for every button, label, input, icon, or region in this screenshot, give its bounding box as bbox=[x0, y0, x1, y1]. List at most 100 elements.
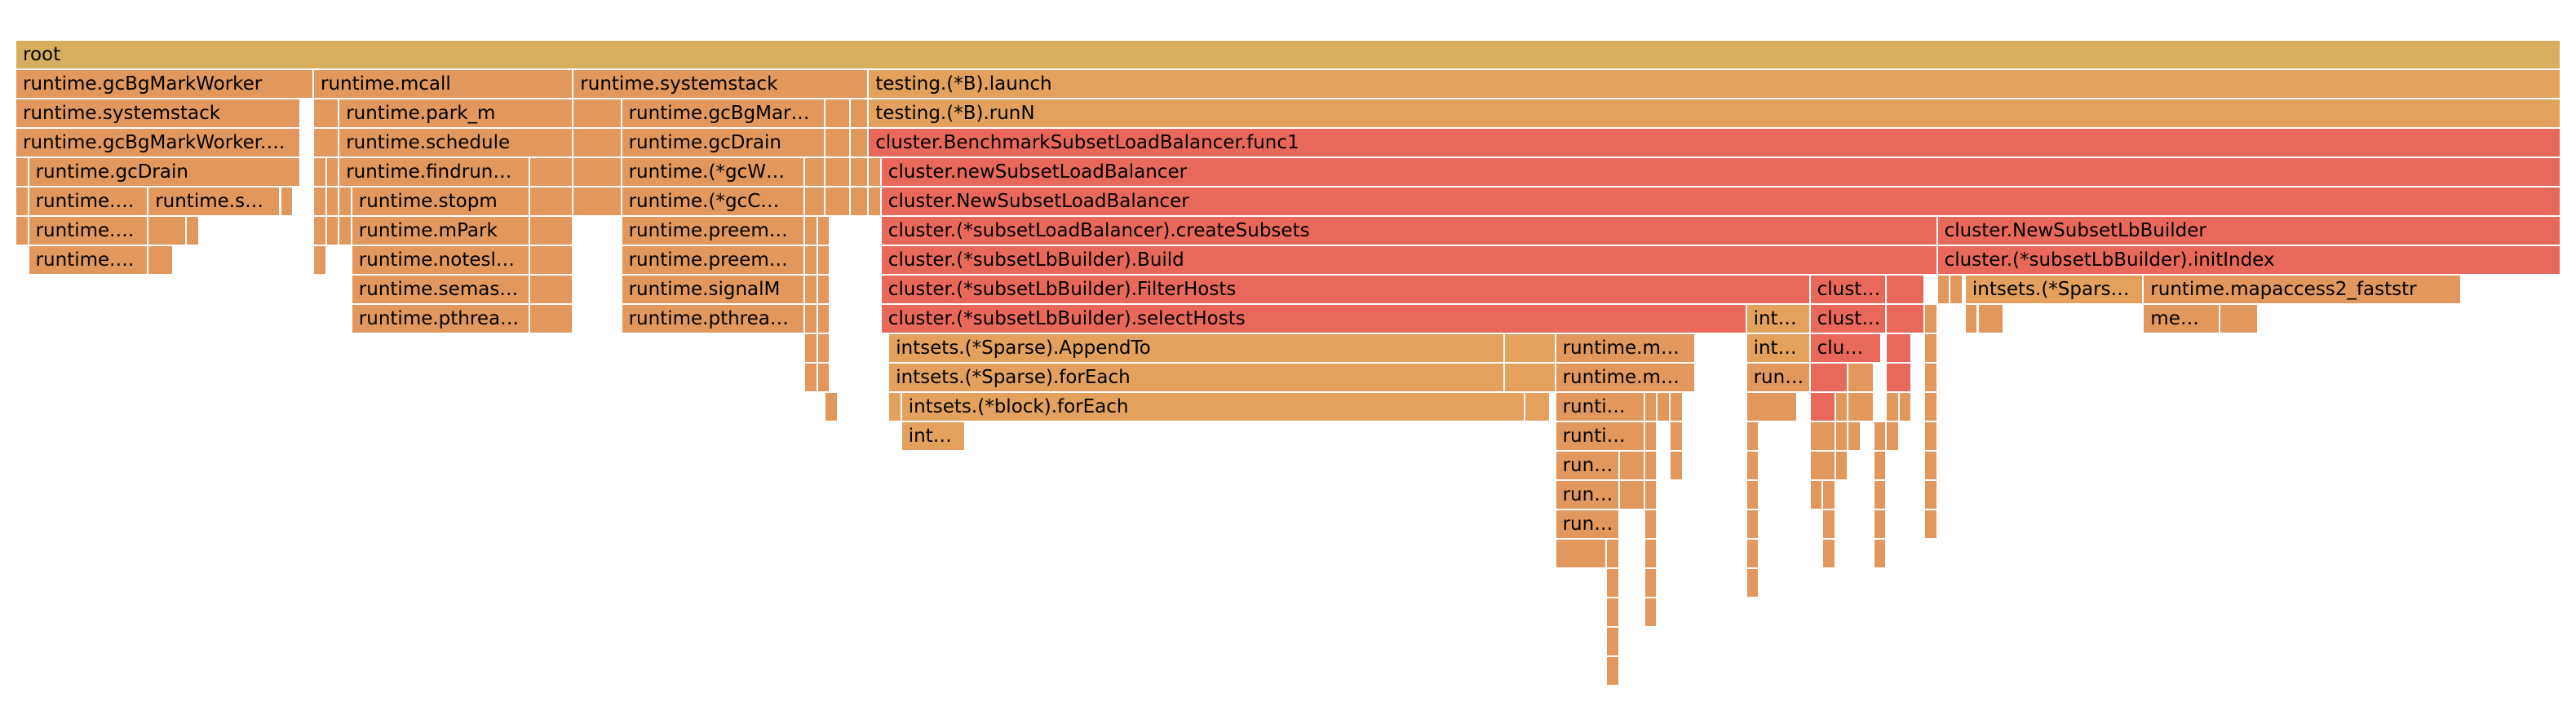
flame-frame[interactable] bbox=[1887, 305, 1925, 334]
flame-frame[interactable] bbox=[1671, 452, 1684, 481]
flame-frame[interactable] bbox=[805, 158, 826, 187]
flame-frame[interactable]: me… bbox=[2144, 305, 2220, 334]
flame-frame[interactable] bbox=[1810, 452, 1836, 481]
flame-frame[interactable] bbox=[1848, 422, 1861, 452]
flame-frame[interactable] bbox=[817, 364, 831, 393]
flame-frame[interactable] bbox=[1658, 393, 1671, 422]
flame-frame[interactable] bbox=[1810, 364, 1849, 393]
flame-frame[interactable] bbox=[1671, 393, 1684, 422]
flame-frame[interactable] bbox=[1925, 393, 1938, 422]
flame-frame[interactable] bbox=[339, 217, 352, 246]
flame-frame[interactable] bbox=[825, 187, 852, 217]
flame-frame[interactable] bbox=[1887, 422, 1900, 452]
flame-frame[interactable] bbox=[817, 305, 831, 334]
flame-frame[interactable] bbox=[1874, 452, 1888, 481]
flame-frame[interactable]: runtime.preem… bbox=[622, 217, 806, 246]
flame-frame[interactable]: runtime.m… bbox=[1556, 364, 1697, 393]
flame-frame[interactable]: int… bbox=[1746, 305, 1811, 334]
flame-frame[interactable] bbox=[805, 276, 818, 305]
flame-frame[interactable]: cluster.(*subsetLbBuilder).FilterHosts bbox=[881, 276, 1811, 305]
flame-frame[interactable]: runtime.gcDrain bbox=[622, 129, 826, 158]
flame-frame[interactable]: runtime.gcBgMar… bbox=[622, 99, 826, 129]
flame-frame[interactable]: testing.(*B).launch bbox=[869, 70, 2561, 99]
flame-frame[interactable] bbox=[326, 187, 340, 217]
flame-frame[interactable] bbox=[281, 187, 294, 217]
flame-frame[interactable] bbox=[530, 158, 574, 187]
flame-frame[interactable] bbox=[339, 187, 352, 217]
flame-frame[interactable] bbox=[817, 276, 831, 305]
flame-frame[interactable] bbox=[1835, 452, 1849, 481]
flame-frame[interactable] bbox=[16, 187, 29, 217]
flame-frame[interactable] bbox=[851, 99, 870, 129]
flame-frame[interactable] bbox=[1505, 334, 1556, 364]
flame-frame[interactable]: runtime.notesl… bbox=[352, 246, 531, 276]
flame-frame[interactable] bbox=[1607, 598, 1620, 628]
flame-frame[interactable]: run… bbox=[1746, 364, 1811, 393]
flame-frame[interactable] bbox=[530, 187, 574, 217]
flame-frame[interactable] bbox=[817, 246, 831, 276]
flame-frame[interactable]: runtime.… bbox=[29, 246, 149, 276]
flame-frame[interactable]: runtime.mcall bbox=[314, 70, 574, 99]
flame-frame[interactable] bbox=[1644, 510, 1658, 540]
flame-frame[interactable] bbox=[805, 334, 818, 364]
flame-frame[interactable]: runtime.… bbox=[29, 187, 149, 217]
flame-frame[interactable]: runtime.gcBgMarkWorker.… bbox=[16, 129, 302, 158]
flame-frame[interactable] bbox=[1925, 334, 1938, 364]
flame-frame[interactable] bbox=[805, 187, 826, 217]
flame-frame[interactable] bbox=[1619, 481, 1645, 510]
flame-frame[interactable] bbox=[1835, 393, 1849, 422]
flame-frame[interactable] bbox=[1937, 276, 1951, 305]
flame-frame[interactable] bbox=[817, 217, 831, 246]
flame-frame[interactable]: runtime.semas… bbox=[352, 276, 531, 305]
flame-frame[interactable] bbox=[1925, 422, 1938, 452]
flame-frame[interactable]: runtime.systemstack bbox=[573, 70, 870, 99]
flame-frame[interactable] bbox=[1644, 452, 1658, 481]
flame-frame[interactable]: intsets.(*Sparse).forEach bbox=[889, 364, 1506, 393]
flame-frame[interactable]: runtime.pthrea… bbox=[622, 305, 806, 334]
flame-frame[interactable]: runtime.schedule bbox=[339, 129, 574, 158]
flame-frame[interactable] bbox=[817, 334, 831, 364]
flame-frame[interactable] bbox=[1810, 422, 1836, 452]
flame-frame[interactable] bbox=[1925, 452, 1938, 481]
flame-frame[interactable]: cluster.(*subsetLbBuilder).selectHosts bbox=[881, 305, 1747, 334]
flame-frame[interactable] bbox=[530, 276, 574, 305]
flame-frame[interactable] bbox=[805, 364, 818, 393]
flame-frame[interactable] bbox=[1619, 452, 1645, 481]
flame-frame[interactable]: clu… bbox=[1810, 334, 1882, 364]
flame-frame[interactable] bbox=[825, 158, 852, 187]
flame-frame[interactable]: runtime.gcDrain bbox=[29, 158, 302, 187]
flame-frame[interactable] bbox=[851, 187, 870, 217]
flame-frame[interactable]: run… bbox=[1556, 452, 1620, 481]
flame-frame[interactable] bbox=[805, 305, 818, 334]
flame-frame[interactable]: cluster.(*subsetLbBuilder).Build bbox=[881, 246, 1938, 276]
flame-frame[interactable] bbox=[1746, 569, 1760, 598]
flame-frame[interactable] bbox=[1644, 540, 1658, 569]
flame-frame[interactable] bbox=[869, 158, 882, 187]
flame-frame[interactable]: intsets.(*Sparse).AppendTo bbox=[889, 334, 1506, 364]
flame-frame[interactable] bbox=[326, 217, 340, 246]
flame-frame[interactable] bbox=[2220, 305, 2259, 334]
flame-frame[interactable]: runtime.stopm bbox=[352, 187, 531, 217]
flame-frame[interactable] bbox=[869, 187, 882, 217]
flame-frame[interactable]: runtime.preem… bbox=[622, 246, 806, 276]
flame-frame[interactable] bbox=[1810, 481, 1824, 510]
flame-frame[interactable] bbox=[1607, 628, 1620, 657]
flame-frame[interactable] bbox=[530, 305, 574, 334]
flame-frame[interactable]: runtime.mapaccess2_faststr bbox=[2144, 276, 2463, 305]
flame-frame[interactable] bbox=[314, 129, 340, 158]
flame-frame[interactable]: intsets.(*block).forEach bbox=[901, 393, 1526, 422]
flame-frame[interactable] bbox=[1644, 393, 1658, 422]
flame-frame[interactable] bbox=[805, 217, 818, 246]
flame-frame[interactable] bbox=[326, 158, 340, 187]
flame-frame[interactable] bbox=[1874, 540, 1888, 569]
flame-frame[interactable] bbox=[1810, 393, 1836, 422]
flame-frame[interactable] bbox=[148, 246, 175, 276]
flame-frame[interactable] bbox=[573, 129, 622, 158]
flame-frame[interactable] bbox=[1607, 540, 1620, 569]
flame-frame[interactable] bbox=[1823, 481, 1836, 510]
flame-frame[interactable] bbox=[1965, 305, 1979, 334]
flame-frame[interactable]: runtime.gcBgMarkWorker bbox=[16, 70, 314, 99]
flame-frame[interactable] bbox=[314, 187, 327, 217]
flame-frame[interactable] bbox=[1607, 657, 1620, 686]
flame-frame[interactable]: cluster.(*subsetLbBuilder).initIndex bbox=[1937, 246, 2561, 276]
